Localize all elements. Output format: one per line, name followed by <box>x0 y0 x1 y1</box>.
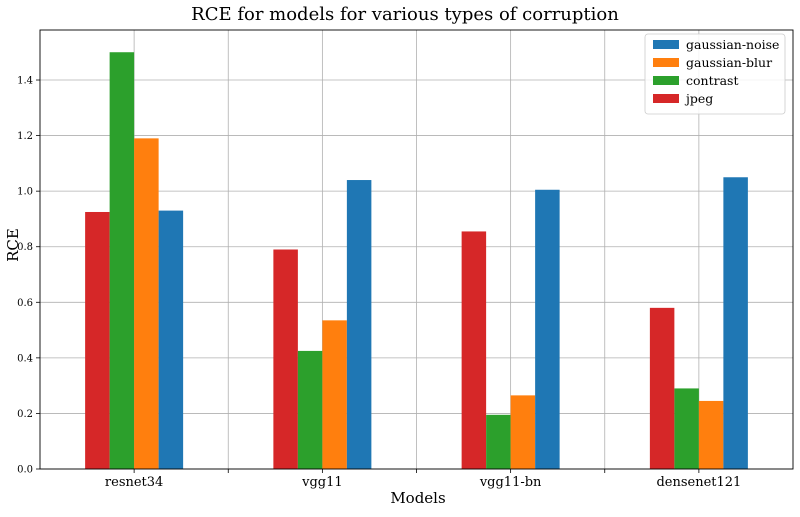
legend-label-contrast: contrast <box>686 73 738 88</box>
bar-gaussian-noise-resnet34 <box>158 210 184 470</box>
x-tick-label-vgg11: vgg11 <box>301 475 343 490</box>
bar-contrast-vgg11 <box>297 350 323 469</box>
bar-gaussian-blur-resnet34 <box>134 138 159 469</box>
bar-gaussian-blur-vgg11-bn <box>510 395 536 469</box>
chart-title: RCE for models for various types of corr… <box>191 4 619 25</box>
bars <box>85 52 748 470</box>
bar-gaussian-noise-vgg11 <box>346 180 372 470</box>
bar-jpeg-resnet34 <box>85 211 110 469</box>
bar-jpeg-vgg11 <box>273 249 298 469</box>
bar-contrast-resnet34 <box>109 52 135 470</box>
legend-box <box>644 33 786 115</box>
y-tick-label: 1.4 <box>17 76 33 87</box>
x-tick-label-vgg11-bn: vgg11-bn <box>479 475 542 490</box>
y-tick-label: 0.8 <box>17 242 33 253</box>
bar-gaussian-blur-densenet121 <box>698 400 724 469</box>
legend-label-gaussian-noise: gaussian-noise <box>686 37 779 52</box>
bar-jpeg-vgg11-bn <box>461 231 487 469</box>
bar-contrast-vgg11-bn <box>486 414 511 469</box>
y-tick-label: 1.0 <box>17 187 33 198</box>
legend-swatch-contrast <box>653 76 679 85</box>
bar-jpeg-densenet121 <box>649 307 675 469</box>
y-tick-label: 0.2 <box>17 409 33 420</box>
y-axis-label: RCE <box>4 228 22 262</box>
bar-contrast-densenet121 <box>674 388 699 469</box>
bar-gaussian-noise-vgg11-bn <box>535 189 560 469</box>
ticks: 0.0 0.2 0.4 0.6 0.8 1.0 1.2 1.4 resnet34 vgg11 vgg… <box>17 76 741 490</box>
x-axis-label: Models <box>390 489 445 507</box>
legend-label-gaussian-blur: gaussian-blur <box>686 55 772 70</box>
y-tick-label: 0.6 <box>17 298 33 309</box>
legend-label-jpeg: jpeg <box>684 91 713 106</box>
legend-swatch-gaussian-blur <box>653 58 679 67</box>
y-tick-label: 0.4 <box>17 353 33 364</box>
y-tick-label: 1.2 <box>17 131 33 142</box>
x-tick-label-densenet121: densenet121 <box>656 475 741 490</box>
legend: gaussian-noise gaussian-blur contrast jpeg <box>644 33 786 115</box>
bar-gaussian-blur-vgg11 <box>322 320 347 469</box>
legend-swatch-gaussian-noise <box>653 40 679 49</box>
legend-swatch-jpeg <box>653 94 679 103</box>
y-tick-label: 0.0 <box>17 465 33 476</box>
x-tick-label-resnet34: resnet34 <box>105 475 163 490</box>
bar-gaussian-noise-densenet121 <box>723 177 748 469</box>
